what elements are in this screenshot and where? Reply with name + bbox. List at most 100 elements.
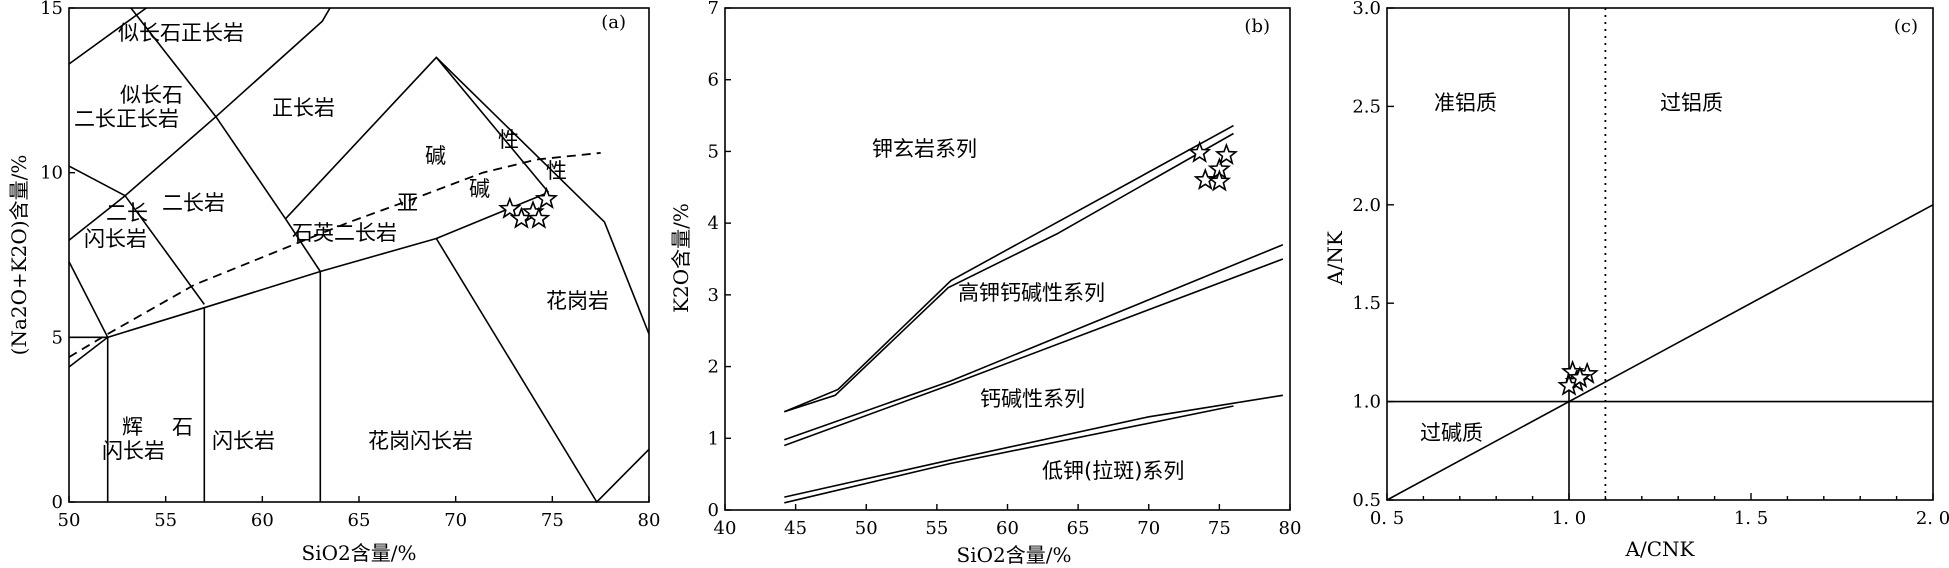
magma-series-label: 高钾钙碱性系列: [958, 281, 1105, 305]
shand-y-tick-label: 3.0: [1352, 0, 1381, 19]
tas-field-label: 碱: [425, 144, 446, 168]
tas-field-label: 辉: [122, 415, 143, 439]
tas-field-label: 石: [172, 415, 193, 439]
k2o-x-tick-label: 75: [1208, 518, 1231, 539]
alumina-field-label: 准铝质: [1434, 91, 1497, 115]
k2o-x-tick-label: 45: [784, 518, 807, 539]
shand-y-tick-label: 2.5: [1352, 96, 1381, 117]
k2o-y-tick-label: 4: [708, 213, 719, 234]
tas-x-tick-label: 50: [58, 510, 81, 531]
shand-x-tick-label: 1. 0: [1552, 508, 1586, 529]
tas-field-label: 碱: [469, 177, 490, 201]
k2o-x-tick-label: 50: [855, 518, 878, 539]
tas-field-label: 正长岩: [272, 96, 335, 120]
chart-panel-c: 0. 5 1. 0 1. 5 2. 0 0.5 1.0 1.5 2.0 2.5 3.0 (c) A/C…: [1323, 0, 1949, 561]
k2o-y-tick-label: 0: [708, 500, 719, 521]
sample-star-marker: [1568, 365, 1592, 388]
tas-y-tick-label: 10: [40, 163, 63, 184]
shand-x-tick-label: 0. 5: [1370, 508, 1404, 529]
tas-field-label: 似长石正长岩: [118, 21, 244, 45]
tas-y-tick-label: 15: [40, 0, 63, 19]
tas-field-label: 二长: [106, 201, 148, 225]
tas-field-label: 二长正长岩: [74, 107, 179, 131]
tas-y-tick-label: 5: [52, 327, 63, 348]
magma-series-label: 低钾(拉斑)系列: [1042, 459, 1184, 483]
tas-field-boundary: [435, 56, 550, 193]
chart-panel-b: 40 45 50 55 60 65 70 75 8001234567(b)SiO2含量/%K2O…: [669, 0, 1301, 567]
k2o-y-tick-label: 3: [708, 285, 719, 306]
shand-x-tick-label: 2. 0: [1916, 508, 1949, 529]
alumina-boundary-line: [1386, 204, 1934, 501]
tas-x-tick-label: 75: [541, 510, 564, 531]
sample-star-marker: [1214, 142, 1239, 165]
tas-x-axis-label: SiO2含量/%: [302, 541, 417, 565]
k2o-y-tick-label: 2: [708, 357, 719, 378]
tas-y-tick-label: 0: [52, 492, 63, 513]
tas-x-tick-label: 70: [444, 510, 467, 531]
tas-field-label: 闪长岩: [84, 227, 147, 251]
chart-panel-a: 50 55 60 65 70 75 80 0 5 10 15 (a) SiO2含量/% (Na2O+K2O…: [7, 0, 660, 565]
alumina-field-label: 过铝质: [1660, 91, 1723, 115]
panel-label-c: (c): [1894, 16, 1918, 37]
tas-field-boundary: [68, 261, 110, 339]
alkaline-subalkaline-divider: [68, 152, 601, 358]
k2o-x-tick-label: 40: [714, 518, 737, 539]
tas-field-label: 性: [498, 128, 519, 152]
tas-y-axis-label: (Na2O+K2O)含量/%: [7, 155, 31, 356]
series-boundary-line: [784, 132, 1234, 413]
series-boundary-line: [784, 258, 1284, 447]
shand-y-tick-label: 1.0: [1352, 392, 1381, 413]
tas-field-boundary: [435, 191, 549, 240]
k2o-y-axis-label: K2O含量/%: [669, 203, 693, 313]
sample-star-marker: [1187, 140, 1212, 163]
shand-x-tick-label: 1. 5: [1734, 508, 1768, 529]
tas-field-label: 二长岩: [162, 191, 225, 215]
shand-y-tick-label: 2.0: [1352, 195, 1381, 216]
tas-field-boundary: [284, 56, 650, 335]
tas-x-tick-label: 80: [638, 510, 661, 531]
tas-field-label: 闪长岩: [102, 439, 165, 463]
k2o-x-tick-label: 65: [1067, 518, 1090, 539]
tas-field-label: 石英二长岩: [292, 221, 397, 245]
k2o-x-tick-label: 55: [925, 518, 948, 539]
sample-star-marker: [498, 196, 522, 219]
magma-series-label: 钾玄岩系列: [872, 137, 977, 161]
k2o-x-tick-label: 70: [1137, 518, 1160, 539]
k2o-x-tick-label: 80: [1279, 518, 1302, 539]
tas-field-boundary: [68, 195, 126, 241]
tas-x-tick-label: 60: [251, 510, 274, 531]
shand-plot-frame: [1386, 7, 1934, 501]
tas-field-label: 花岗岩: [546, 289, 609, 313]
tas-field-boundary: [130, 7, 217, 118]
tas-field-boundary: [215, 116, 287, 220]
k2o-y-tick-label: 5: [708, 141, 719, 162]
magma-series-label: 钙碱性系列: [980, 387, 1085, 411]
k2o-y-tick-label: 1: [708, 428, 719, 449]
tas-field-boundary: [68, 7, 147, 65]
series-boundary-line: [784, 405, 1234, 504]
tas-x-tick-label: 65: [348, 510, 371, 531]
tas-field-boundary: [284, 218, 321, 272]
sample-star-marker: [527, 206, 551, 229]
panel-label-a: (a): [601, 12, 626, 33]
shand-y-axis-label: A/NK: [1323, 230, 1347, 286]
k2o-y-tick-label: 6: [708, 70, 719, 91]
shand-y-tick-label: 0.5: [1352, 490, 1381, 511]
shand-x-axis-label: A/CNK: [1625, 537, 1696, 561]
series-boundary-line: [784, 243, 1284, 441]
k2o-x-axis-label: SiO2含量/%: [957, 543, 1072, 567]
series-boundary-line: [784, 394, 1284, 498]
k2o-y-tick-label: 7: [708, 0, 719, 19]
k2o-x-tick-label: 60: [996, 518, 1019, 539]
alumina-field-label: 过碱质: [1420, 421, 1483, 445]
tas-field-label: 亚: [397, 191, 418, 215]
sample-star-marker: [1193, 167, 1217, 191]
sample-star-marker: [534, 186, 559, 209]
tas-field-label: 性: [546, 159, 567, 183]
shand-y-tick-label: 1.5: [1352, 293, 1381, 314]
tas-x-tick-label: 55: [154, 510, 177, 531]
sample-star-marker: [1207, 169, 1232, 192]
series-boundary-line: [783, 124, 1234, 413]
tas-field-label: 闪长岩: [212, 429, 275, 453]
